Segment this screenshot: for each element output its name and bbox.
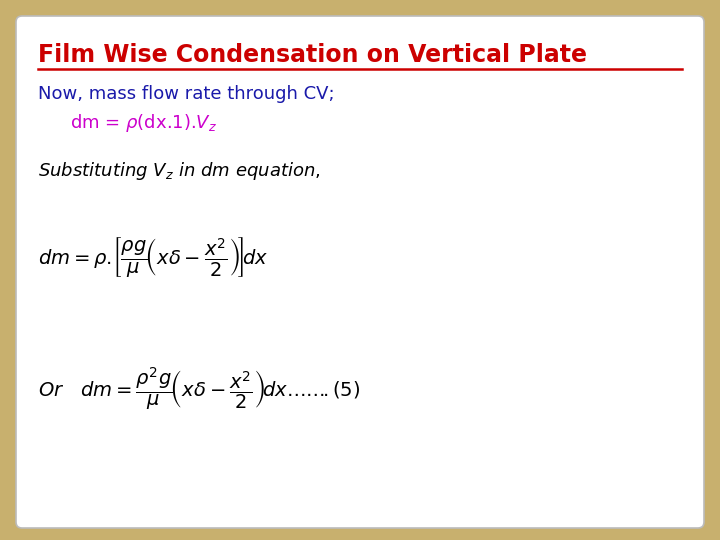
Text: Now, mass flow rate through CV;: Now, mass flow rate through CV; [38, 85, 335, 103]
FancyBboxPatch shape [16, 16, 704, 528]
Text: $dm = \rho.\!\left[\dfrac{\rho g}{\mu}\!\left(x\delta - \dfrac{x^2}{2}\right)\!\: $dm = \rho.\!\left[\dfrac{\rho g}{\mu}\!… [38, 235, 269, 279]
Text: $\mathit{Substituting}\ V_z\ \mathit{in\ dm\ equation,}$: $\mathit{Substituting}\ V_z\ \mathit{in\… [38, 160, 320, 182]
Text: dm = $\rho$(dx.1).$V_z$: dm = $\rho$(dx.1).$V_z$ [70, 112, 217, 134]
Text: $\mathit{Or}\quad dm = \dfrac{\rho^2 g}{\mu}\!\left(x\delta - \dfrac{x^2}{2}\rig: $\mathit{Or}\quad dm = \dfrac{\rho^2 g}{… [38, 365, 360, 412]
Text: Film Wise Condensation on Vertical Plate: Film Wise Condensation on Vertical Plate [38, 43, 587, 67]
